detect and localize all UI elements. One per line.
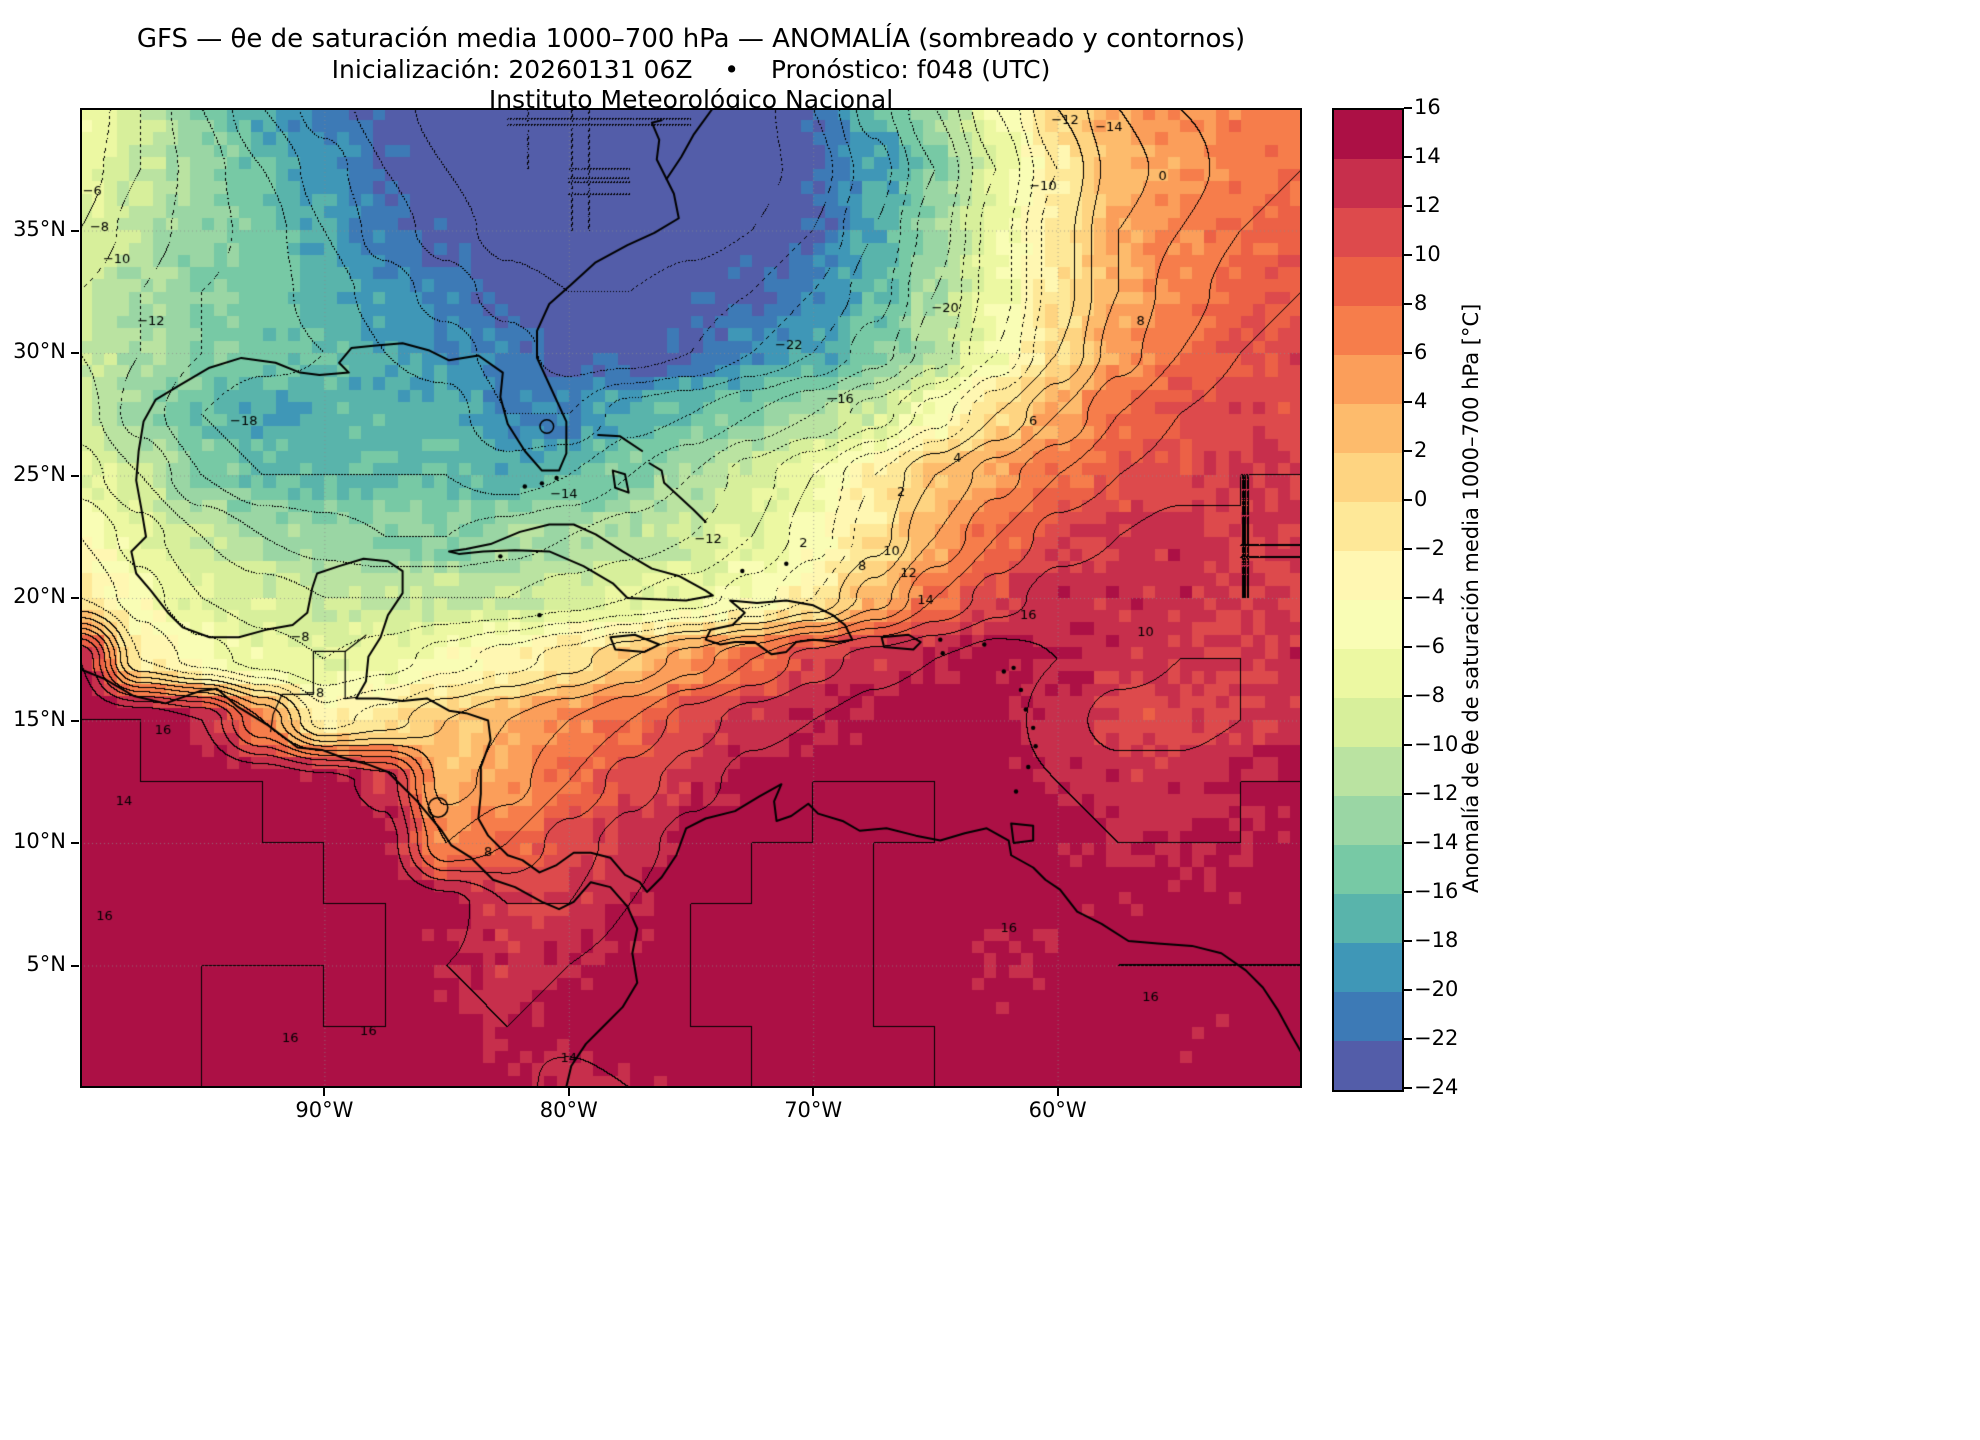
- y-axis-tick-label: 5°N: [26, 951, 66, 976]
- colorbar-segment: [1334, 453, 1402, 502]
- colorbar-tick-label: −4: [1414, 585, 1445, 609]
- colorbar-tick-label: −24: [1414, 1075, 1459, 1099]
- colorbar-tick-mark: [1404, 842, 1412, 844]
- colorbar-tick-mark: [1404, 401, 1412, 403]
- colorbar-tick-label: −8: [1414, 683, 1445, 707]
- x-axis-tick-label: 60°W: [1028, 1098, 1087, 1122]
- colorbar-segment: [1334, 1041, 1402, 1090]
- colorbar-tick-mark: [1404, 352, 1412, 354]
- y-axis-tick-mark: [71, 842, 79, 844]
- colorbar-label: Anomalía de θe de saturación media 1000–…: [1459, 303, 1483, 893]
- colorbar-tick-label: −10: [1414, 732, 1459, 756]
- colorbar-segment: [1334, 992, 1402, 1041]
- x-axis-tick-mark: [567, 1088, 570, 1096]
- colorbar-tick-mark: [1404, 1038, 1412, 1040]
- colorbar-tick-mark: [1404, 1087, 1412, 1089]
- colorbar-tick-label: 0: [1414, 487, 1428, 511]
- colorbar-segment: [1334, 747, 1402, 796]
- colorbar-tick-label: 14: [1414, 144, 1441, 168]
- colorbar-tick-label: −16: [1414, 879, 1459, 903]
- colorbar-tick-mark: [1404, 205, 1412, 207]
- colorbar-segment: [1334, 551, 1402, 600]
- y-axis-tick-label: 10°N: [13, 829, 66, 853]
- colorbar-segment: [1334, 796, 1402, 845]
- colorbar-tick-mark: [1404, 107, 1412, 109]
- colorbar-tick-mark: [1404, 156, 1412, 158]
- colorbar-tick-label: 6: [1414, 340, 1428, 364]
- colorbar-tick-mark: [1404, 499, 1412, 501]
- colorbar-tick-mark: [1404, 254, 1412, 256]
- y-axis-tick-label: 20°N: [13, 584, 66, 608]
- x-axis-tick-mark: [1056, 1088, 1059, 1096]
- y-axis-tick-mark: [71, 352, 79, 354]
- colorbar-tick-mark: [1404, 646, 1412, 648]
- colorbar-tick-label: 8: [1414, 291, 1428, 315]
- colorbar-segment: [1334, 845, 1402, 894]
- colorbar-segment: [1334, 159, 1402, 208]
- colorbar-tick-label: −14: [1414, 830, 1459, 854]
- chart-subtitle: Inicialización: 20260131 06Z • Pronóstic…: [331, 55, 1051, 84]
- y-axis-tick-mark: [71, 964, 79, 967]
- colorbar-tick-label: 4: [1414, 389, 1428, 413]
- y-axis-tick-mark: [71, 229, 79, 232]
- y-axis-tick-mark: [71, 474, 79, 477]
- x-axis-tick-label: 70°W: [784, 1098, 843, 1122]
- colorbar-tick-label: 10: [1414, 242, 1441, 266]
- x-axis-tick-mark: [812, 1088, 815, 1096]
- colorbar-segment: [1334, 355, 1402, 404]
- colorbar-tick-mark: [1404, 793, 1412, 795]
- colorbar-segment: [1334, 894, 1402, 943]
- colorbar-tick-mark: [1404, 891, 1412, 893]
- colorbar-tick-mark: [1404, 548, 1412, 550]
- colorbar-tick-mark: [1404, 597, 1412, 599]
- colorbar-segment: [1334, 600, 1402, 649]
- y-axis-tick-label: 25°N: [13, 461, 66, 486]
- colorbar-tick-label: −18: [1414, 928, 1459, 952]
- colorbar-tick-mark: [1404, 744, 1412, 746]
- colorbar-segment: [1334, 404, 1402, 453]
- colorbar-segment: [1334, 943, 1402, 992]
- y-axis-tick-label: 35°N: [13, 216, 66, 241]
- colorbar-tick-label: −20: [1414, 977, 1459, 1001]
- colorbar-tick-label: −6: [1414, 634, 1445, 658]
- colorbar-tick-mark: [1404, 450, 1412, 452]
- colorbar-segment: [1334, 208, 1402, 257]
- colorbar-segment: [1334, 649, 1402, 698]
- y-axis-tick-mark: [71, 597, 79, 599]
- y-axis-tick-label: 30°N: [13, 339, 66, 363]
- colorbar-tick-mark: [1404, 940, 1412, 942]
- colorbar-segment: [1334, 698, 1402, 747]
- y-axis-tick-label: 15°N: [13, 706, 66, 731]
- chart-institution: Instituto Meteorológico Nacional: [488, 85, 894, 114]
- colorbar-segment: [1334, 502, 1402, 551]
- colorbar-tick-label: −2: [1414, 536, 1445, 560]
- colorbar-tick-label: 12: [1414, 193, 1441, 217]
- colorbar-tick-label: 16: [1414, 95, 1441, 119]
- colorbar-segment: [1334, 110, 1402, 159]
- colorbar-tick-mark: [1404, 695, 1412, 697]
- map-canvas: [80, 108, 1302, 1088]
- colorbar-tick-label: 2: [1414, 438, 1428, 462]
- colorbar-tick-label: −22: [1414, 1026, 1459, 1050]
- colorbar-tick-mark: [1404, 989, 1412, 991]
- chart-title: GFS — θe de saturación media 1000–700 hP…: [136, 24, 1246, 54]
- colorbar-tick-mark: [1404, 303, 1412, 305]
- x-axis-tick-label: 80°W: [539, 1098, 598, 1122]
- colorbar: [1332, 108, 1404, 1092]
- colorbar-segment: [1334, 306, 1402, 355]
- y-axis-tick-mark: [71, 719, 79, 722]
- x-axis-tick-mark: [323, 1088, 326, 1096]
- x-axis-tick-label: 90°W: [295, 1098, 354, 1122]
- colorbar-tick-label: −12: [1414, 781, 1459, 805]
- colorbar-segment: [1334, 257, 1402, 306]
